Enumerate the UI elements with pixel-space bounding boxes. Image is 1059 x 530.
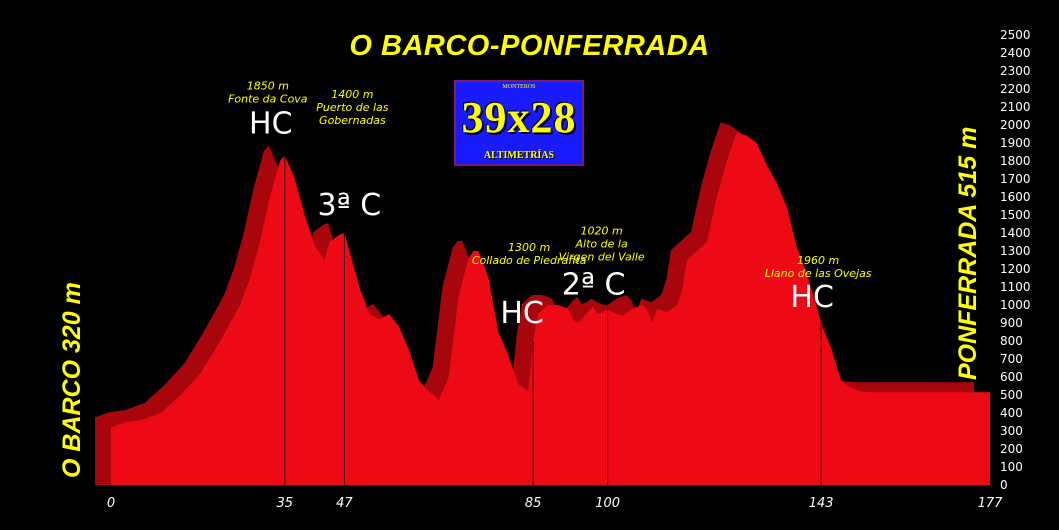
profile-area-path [111, 132, 990, 485]
start-location-label: O BARCO 320 m [58, 282, 86, 478]
pass-category-label: 3ª C [318, 188, 382, 223]
y-tick-label: 700 [1000, 352, 1023, 366]
y-tick-label: 2000 [1000, 118, 1031, 132]
y-tick-label: 2500 [1000, 28, 1031, 42]
logo-sub-text: ALTIMETRÍAS [483, 150, 555, 161]
chart-title: O BARCO-PONFERRADA [349, 30, 710, 62]
y-tick-label: 1400 [1000, 226, 1031, 240]
pass-category-label: 2ª C [562, 268, 626, 303]
y-tick-label: 100 [1000, 460, 1023, 474]
pass-lines [284, 155, 822, 485]
x-tick-label: 0 [107, 496, 115, 511]
y-tick-label: 1600 [1000, 190, 1031, 204]
pass-name-label: Fonte da Cova [228, 93, 308, 106]
y-tick-label: 1000 [1000, 298, 1031, 312]
x-tick-label: 47 [336, 496, 353, 511]
x-tick-label: 143 [809, 496, 834, 511]
pass-altitude-label: 1400 m [331, 88, 373, 101]
pass-altitude-label: 1020 m [581, 225, 623, 238]
x-axis-ticks: 0 35 47 85 100 143 177 [107, 496, 1003, 511]
pass-altitude-label: 1300 m [508, 241, 550, 254]
x-tick-label: 177 [978, 496, 1004, 511]
y-tick-label: 1100 [1000, 280, 1031, 294]
logo-main-text: 39x28 [461, 93, 577, 142]
y-tick-label: 2100 [1000, 100, 1031, 114]
y-tick-label: 900 [1000, 316, 1023, 330]
y-tick-label: 600 [1000, 370, 1023, 384]
pass-name-label: Collado de Piedrafita [472, 254, 587, 267]
pass-category-label: HC [500, 296, 544, 331]
y-tick-label: 400 [1000, 406, 1023, 420]
y-tick-label: 1800 [1000, 154, 1031, 168]
y-tick-label: 500 [1000, 388, 1023, 402]
y-tick-label: 200 [1000, 442, 1023, 456]
y-tick-label: 1700 [1000, 172, 1031, 186]
pass-altitude-label: 1850 m [247, 80, 289, 93]
end-location-label: PONFERRADA 515 m [954, 126, 982, 380]
y-tick-label: 1200 [1000, 262, 1031, 276]
y-tick-label: 2300 [1000, 64, 1031, 78]
y-tick-label: 800 [1000, 334, 1023, 348]
y-axis-ticks: 0 100 200 300 400 500 600 700 800 900 1000 1100 1200… [1000, 28, 1031, 492]
profile-area [111, 132, 990, 485]
y-tick-label: 1900 [1000, 136, 1031, 150]
y-tick-label: 0 [1000, 478, 1008, 492]
pass-category-label: HC [790, 280, 834, 315]
pass-category-label: HC [249, 107, 293, 142]
y-tick-label: 1300 [1000, 244, 1031, 258]
y-tick-label: 2200 [1000, 82, 1031, 96]
pass-name-label: Llano de las Ovejas [765, 267, 872, 280]
logo-top-text: MONTEROS [502, 84, 536, 90]
pass-name-label: Puerto de las Gobernadas [316, 101, 388, 127]
pass-name-label: Alto de la Virgen del Valle [559, 238, 645, 264]
y-tick-label: 2400 [1000, 46, 1031, 60]
brand-logo: MONTEROS 39x28 ALTIMETRÍAS [454, 80, 584, 166]
x-tick-label: 100 [595, 496, 620, 511]
x-tick-label: 85 [525, 496, 542, 511]
x-tick-label: 35 [277, 496, 294, 511]
pass-altitude-label: 1960 m [797, 254, 839, 267]
y-tick-label: 300 [1000, 424, 1023, 438]
y-tick-label: 1500 [1000, 208, 1031, 222]
